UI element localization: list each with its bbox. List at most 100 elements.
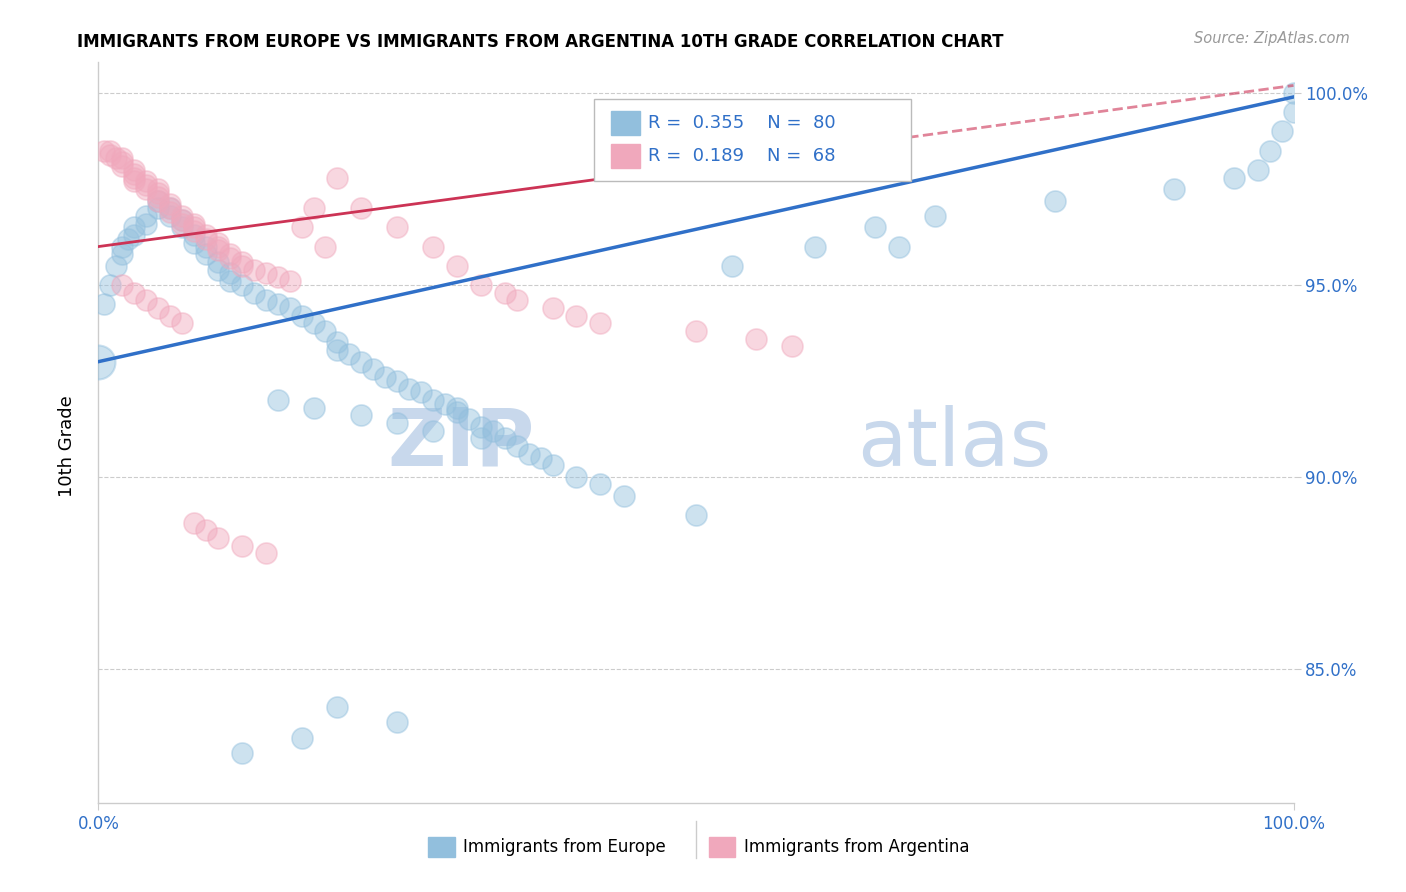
Point [98, 147, 122, 161]
Point [291, 220, 314, 235]
Point [195, 232, 218, 246]
Point [254, 293, 277, 308]
Point [231, 539, 253, 553]
Point [924, 209, 946, 223]
Point [124, 162, 146, 177]
Point [117, 232, 139, 246]
FancyBboxPatch shape [429, 837, 454, 857]
Point [541, 301, 564, 315]
Point [302, 201, 325, 215]
Point [93, 297, 115, 311]
Point [111, 159, 134, 173]
Point [124, 167, 146, 181]
Point [111, 239, 134, 253]
Point [148, 194, 170, 208]
Point [159, 201, 181, 215]
Point [183, 235, 205, 250]
Point [183, 217, 205, 231]
Point [1223, 170, 1246, 185]
Point [135, 293, 157, 308]
Point [804, 239, 827, 253]
Point [506, 439, 529, 453]
Point [195, 247, 218, 261]
Point [411, 385, 433, 400]
Point [721, 259, 744, 273]
Point [183, 516, 205, 530]
Point [148, 182, 170, 196]
Point [565, 469, 588, 483]
Point [183, 220, 205, 235]
Point [111, 277, 134, 292]
Point [111, 155, 134, 169]
Point [105, 152, 128, 166]
Point [159, 205, 181, 219]
Point [613, 489, 636, 503]
Text: ZIP: ZIP [388, 405, 534, 483]
Point [172, 217, 194, 231]
Point [243, 262, 266, 277]
Point [267, 270, 290, 285]
Point [207, 255, 229, 269]
Point [350, 201, 373, 215]
Point [1163, 182, 1185, 196]
Point [385, 715, 409, 730]
Point [159, 209, 181, 223]
Point [339, 347, 361, 361]
Point [1258, 144, 1281, 158]
Point [278, 274, 301, 288]
Point [530, 450, 553, 465]
Point [326, 335, 349, 350]
Point [148, 201, 170, 215]
Point [183, 224, 205, 238]
Point [98, 277, 122, 292]
Point [541, 458, 564, 473]
Text: 10th Grade: 10th Grade [59, 395, 76, 497]
Point [1282, 105, 1305, 120]
Point [135, 217, 157, 231]
Point [385, 416, 409, 430]
Point [135, 174, 157, 188]
FancyBboxPatch shape [612, 112, 640, 135]
Point [172, 209, 194, 223]
Point [207, 239, 229, 253]
Point [195, 239, 218, 253]
Text: Immigrants from Europe: Immigrants from Europe [463, 838, 665, 856]
Point [291, 309, 314, 323]
Point [124, 220, 146, 235]
Point [207, 262, 229, 277]
Point [398, 382, 420, 396]
Point [207, 244, 229, 258]
Point [315, 239, 337, 253]
Point [219, 251, 242, 265]
Text: atlas: atlas [858, 405, 1052, 483]
Point [470, 420, 492, 434]
Point [302, 316, 325, 330]
Point [148, 190, 170, 204]
Text: Immigrants from Argentina: Immigrants from Argentina [744, 838, 969, 856]
Point [172, 316, 194, 330]
Point [517, 447, 540, 461]
Point [422, 424, 444, 438]
Point [195, 228, 218, 243]
Point [458, 412, 481, 426]
Point [124, 174, 146, 188]
Point [446, 401, 468, 415]
Point [422, 239, 444, 253]
Point [494, 285, 516, 300]
Point [172, 212, 194, 227]
Point [589, 316, 612, 330]
Point [111, 247, 134, 261]
Point [105, 259, 128, 273]
Point [135, 209, 157, 223]
Point [231, 277, 253, 292]
Point [374, 370, 396, 384]
Point [470, 431, 492, 445]
Point [470, 277, 492, 292]
Point [219, 247, 242, 261]
Point [1271, 124, 1294, 138]
Point [148, 301, 170, 315]
Point [350, 409, 373, 423]
Point [326, 699, 349, 714]
Point [135, 182, 157, 196]
Point [219, 274, 242, 288]
